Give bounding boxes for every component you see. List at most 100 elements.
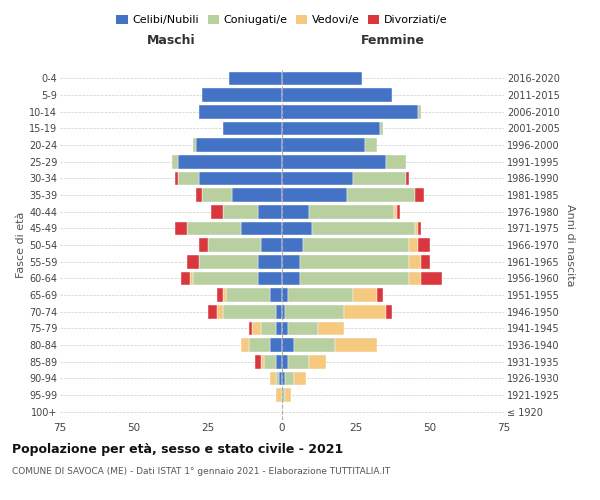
Bar bbox=[202, 88, 282, 102]
Bar bbox=[285, 305, 344, 318]
Bar bbox=[397, 205, 400, 218]
Bar bbox=[178, 155, 282, 168]
Text: Femmine: Femmine bbox=[361, 34, 425, 48]
Bar bbox=[196, 188, 202, 202]
Bar bbox=[282, 222, 311, 235]
Bar bbox=[285, 372, 294, 385]
Bar bbox=[202, 188, 232, 202]
Bar bbox=[208, 305, 217, 318]
Bar bbox=[288, 288, 353, 302]
Bar bbox=[282, 288, 288, 302]
Bar bbox=[270, 372, 276, 385]
Bar bbox=[409, 272, 421, 285]
Bar bbox=[187, 222, 241, 235]
Bar bbox=[276, 305, 282, 318]
Bar bbox=[250, 322, 253, 335]
Bar bbox=[190, 272, 193, 285]
Bar bbox=[335, 338, 377, 352]
Bar bbox=[353, 172, 406, 185]
Bar bbox=[347, 188, 415, 202]
Bar bbox=[386, 155, 406, 168]
Bar bbox=[288, 355, 308, 368]
Bar bbox=[232, 188, 282, 202]
Bar bbox=[193, 272, 259, 285]
Text: Popolazione per età, sesso e stato civile - 2021: Popolazione per età, sesso e stato civil… bbox=[12, 442, 343, 456]
Bar bbox=[181, 272, 190, 285]
Bar bbox=[282, 122, 380, 135]
Bar bbox=[308, 205, 394, 218]
Bar bbox=[285, 388, 291, 402]
Bar bbox=[175, 172, 178, 185]
Bar bbox=[226, 288, 270, 302]
Bar bbox=[282, 172, 353, 185]
Bar bbox=[172, 155, 178, 168]
Bar bbox=[276, 355, 282, 368]
Bar bbox=[261, 322, 276, 335]
Bar bbox=[199, 172, 282, 185]
Bar bbox=[409, 255, 421, 268]
Bar bbox=[279, 372, 282, 385]
Bar bbox=[282, 138, 365, 152]
Bar bbox=[317, 322, 344, 335]
Bar bbox=[394, 205, 397, 218]
Bar bbox=[187, 255, 199, 268]
Y-axis label: Anni di nascita: Anni di nascita bbox=[565, 204, 575, 286]
Bar bbox=[270, 338, 282, 352]
Bar bbox=[282, 305, 285, 318]
Bar bbox=[282, 388, 285, 402]
Bar bbox=[223, 305, 276, 318]
Bar bbox=[178, 172, 199, 185]
Bar bbox=[311, 222, 415, 235]
Bar bbox=[282, 355, 288, 368]
Bar bbox=[421, 272, 442, 285]
Text: COMUNE DI SAVOCA (ME) - Dati ISTAT 1° gennaio 2021 - Elaborazione TUTTITALIA.IT: COMUNE DI SAVOCA (ME) - Dati ISTAT 1° ge… bbox=[12, 468, 390, 476]
Bar bbox=[308, 355, 326, 368]
Bar bbox=[199, 105, 282, 118]
Bar bbox=[300, 272, 409, 285]
Bar bbox=[344, 305, 386, 318]
Bar bbox=[409, 238, 418, 252]
Bar bbox=[377, 288, 383, 302]
Bar bbox=[259, 255, 282, 268]
Bar bbox=[241, 222, 282, 235]
Bar bbox=[229, 72, 282, 85]
Bar bbox=[288, 322, 317, 335]
Bar bbox=[253, 322, 261, 335]
Bar bbox=[211, 205, 223, 218]
Bar bbox=[294, 372, 305, 385]
Bar bbox=[282, 238, 303, 252]
Bar bbox=[282, 188, 347, 202]
Y-axis label: Fasce di età: Fasce di età bbox=[16, 212, 26, 278]
Bar bbox=[199, 255, 259, 268]
Bar bbox=[282, 372, 285, 385]
Bar bbox=[406, 172, 409, 185]
Bar bbox=[217, 288, 223, 302]
Bar bbox=[264, 355, 276, 368]
Bar bbox=[199, 238, 208, 252]
Bar bbox=[282, 255, 300, 268]
Bar bbox=[421, 255, 430, 268]
Bar bbox=[418, 222, 421, 235]
Bar bbox=[261, 238, 282, 252]
Bar bbox=[276, 322, 282, 335]
Bar bbox=[415, 222, 418, 235]
Bar bbox=[300, 255, 409, 268]
Bar bbox=[270, 288, 282, 302]
Bar bbox=[223, 205, 259, 218]
Bar bbox=[415, 188, 424, 202]
Bar bbox=[282, 105, 418, 118]
Bar bbox=[380, 122, 383, 135]
Bar bbox=[217, 305, 223, 318]
Text: Maschi: Maschi bbox=[146, 34, 196, 48]
Bar bbox=[276, 388, 282, 402]
Bar bbox=[241, 338, 250, 352]
Legend: Celibi/Nubili, Coniugati/e, Vedovi/e, Divorziati/e: Celibi/Nubili, Coniugati/e, Vedovi/e, Di… bbox=[112, 10, 452, 30]
Bar bbox=[223, 288, 226, 302]
Bar bbox=[276, 372, 279, 385]
Bar bbox=[250, 338, 270, 352]
Bar bbox=[294, 338, 335, 352]
Bar bbox=[282, 338, 294, 352]
Bar bbox=[175, 222, 187, 235]
Bar bbox=[261, 355, 264, 368]
Bar bbox=[303, 238, 409, 252]
